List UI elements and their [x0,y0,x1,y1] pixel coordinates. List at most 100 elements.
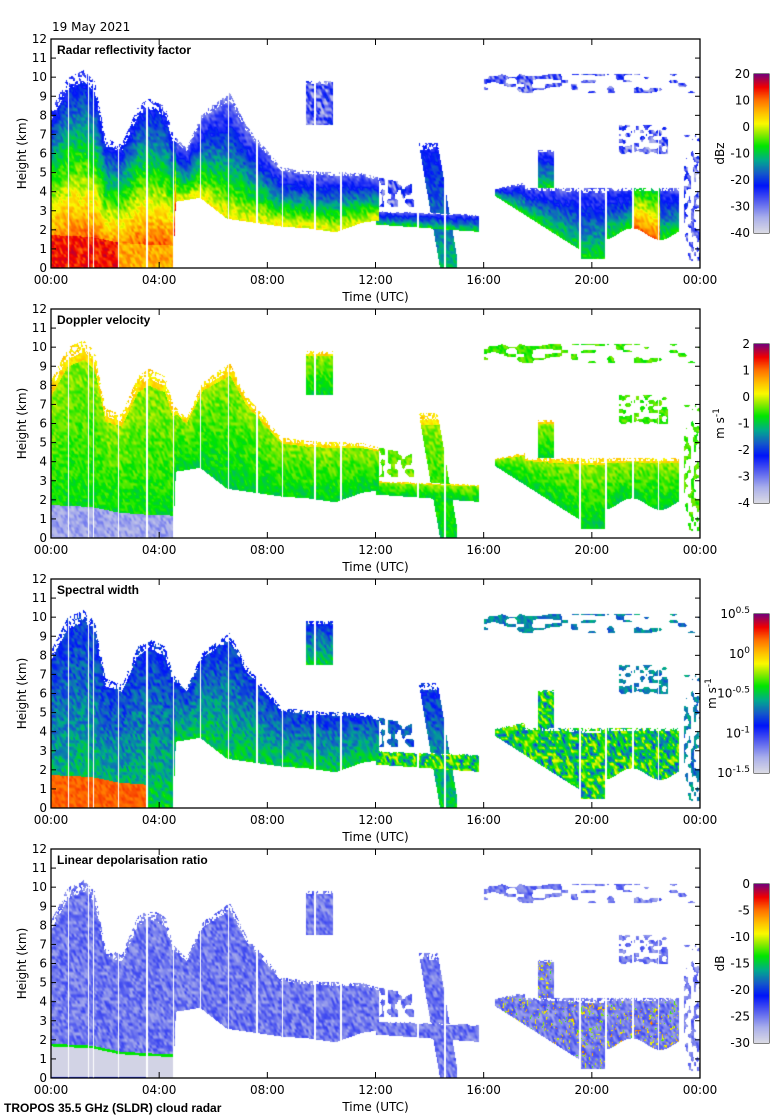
x-tick-label: 20:00 [575,1083,610,1097]
y-tick-label: 12 [32,572,47,586]
colorbar-tick-label: 10-0.5 [717,686,750,701]
y-tick-label: 6 [39,417,47,431]
y-axis-label: Height (km) [15,388,29,459]
panel-spectral-width: 0 1 2 3 4 5 6 7 8 9 10 11 12 00:00 04:00 08:00 12:00 16:0… [0,540,780,844]
x-tick-label: 08:00 [250,813,285,827]
x-tick-label: 00:00 [683,813,718,827]
y-tick-label: 4 [39,185,47,199]
y-tick-label: 9 [39,89,47,103]
x-tick-label: 20:00 [575,273,610,287]
y-tick-label: 3 [39,1014,47,1028]
colorbar-tick-label: -5 [738,904,750,918]
colorbar [754,344,769,503]
colorbar-tick-label: 10 [735,94,750,108]
y-tick-label: 12 [32,32,47,46]
x-tick-label: 00:00 [683,1083,718,1097]
y-tick-label: 7 [39,127,47,141]
y-tick-label: 11 [32,51,47,65]
y-tick-label: 7 [39,937,47,951]
colorbar-tick-label: 20 [735,67,750,81]
colorbar-unit-label: m s-1 [712,408,727,439]
colorbar-tick-label: 100 [729,646,750,661]
plot-frame [50,848,701,1079]
y-tick-label: 2 [39,763,47,777]
y-tick-label: 8 [39,378,47,392]
y-tick-label: 11 [32,321,47,335]
panel-title: Linear depolarisation ratio [57,853,208,867]
y-tick-label: 5 [39,706,47,720]
colorbar-unit-label: dBz [713,142,727,164]
colorbar-tick-label: -15 [730,957,750,971]
panel-doppler-velocity: 0 1 2 3 4 5 6 7 8 9 10 11 12 00:00 04:00 08:00 12:00 16:0… [0,270,780,574]
colorbar-tick-label: 1 [742,364,750,378]
y-axis-label: Height (km) [15,928,29,999]
x-tick-label: 08:00 [250,543,285,557]
x-axis-label: Time (UTC) [341,290,408,304]
y-tick-label: 10 [32,610,47,624]
y-tick-label: 7 [39,667,47,681]
x-tick-label: 20:00 [575,543,610,557]
y-tick-label: 5 [39,976,47,990]
y-tick-label: 4 [39,995,47,1009]
x-tick-label: 16:00 [466,813,501,827]
colorbar [754,614,769,773]
plot-frame [50,38,701,269]
y-tick-label: 3 [39,474,47,488]
y-tick-label: 2 [39,223,47,237]
y-tick-label: 0 [39,261,47,275]
colorbar-unit-label: dB [713,956,727,972]
x-axis-label: Time (UTC) [341,1100,408,1114]
panel-title: Spectral width [57,583,140,597]
heatmap-image [51,849,700,1078]
colorbar-unit-label: m s-1 [704,678,719,709]
y-tick-label: 11 [32,591,47,605]
x-tick-label: 12:00 [358,543,393,557]
y-tick-label: 8 [39,648,47,662]
y-tick-label: 2 [39,1033,47,1047]
panel-title: Radar reflectivity factor [57,43,192,57]
colorbar-tick-label: -40 [730,226,750,240]
y-tick-label: 9 [39,629,47,643]
y-tick-label: 4 [39,455,47,469]
y-tick-label: 6 [39,687,47,701]
colorbar-tick-label: -10 [730,147,750,161]
y-tick-label: 8 [39,918,47,932]
y-tick-label: 7 [39,397,47,411]
colorbar-tick-label: 2 [742,337,750,351]
y-tick-label: 10 [32,70,47,84]
y-tick-label: 6 [39,957,47,971]
panel-radar-reflectivity-factor: 0 1 2 3 4 5 6 7 8 9 10 11 12 00:00 04:00 08:00 12:00 16:0… [0,0,780,304]
heatmap-image [51,39,700,268]
colorbar-tick-label: -30 [730,1036,750,1050]
x-tick-label: 08:00 [250,1083,285,1097]
x-tick-label: 04:00 [142,543,177,557]
colorbar-tick-label: -10 [730,930,750,944]
colorbar-tick-label: -2 [738,443,750,457]
y-axis-label: Height (km) [15,118,29,189]
y-tick-label: 11 [32,861,47,875]
panel-linear-depolarisation-ratio: 0 1 2 3 4 5 6 7 8 9 10 11 12 00:00 04:00 08:00 12:00 16:0… [0,810,780,1114]
x-tick-label: 04:00 [142,273,177,287]
x-tick-label: 00:00 [34,813,69,827]
colorbar [754,884,769,1043]
instrument-label: TROPOS 35.5 GHz (SLDR) cloud radar [4,1101,222,1115]
y-tick-label: 1 [39,242,47,256]
colorbar-tick-label: 0 [742,120,750,134]
colorbar-tick-label: 100.5 [720,606,750,621]
x-tick-label: 16:00 [466,1083,501,1097]
colorbar-tick-label: 0 [742,877,750,891]
colorbar-tick-label: -4 [738,496,750,510]
y-tick-label: 12 [32,842,47,856]
colorbar-tick-label: -25 [730,1010,750,1024]
x-tick-label: 12:00 [358,273,393,287]
colorbar-tick-label: -3 [738,470,750,484]
heatmap-image [51,309,700,538]
heatmap-image [51,579,700,808]
y-axis-label: Height (km) [15,658,29,729]
y-tick-label: 1 [39,782,47,796]
y-tick-label: 1 [39,1052,47,1066]
colorbar-tick-label: 10-1 [726,725,750,740]
